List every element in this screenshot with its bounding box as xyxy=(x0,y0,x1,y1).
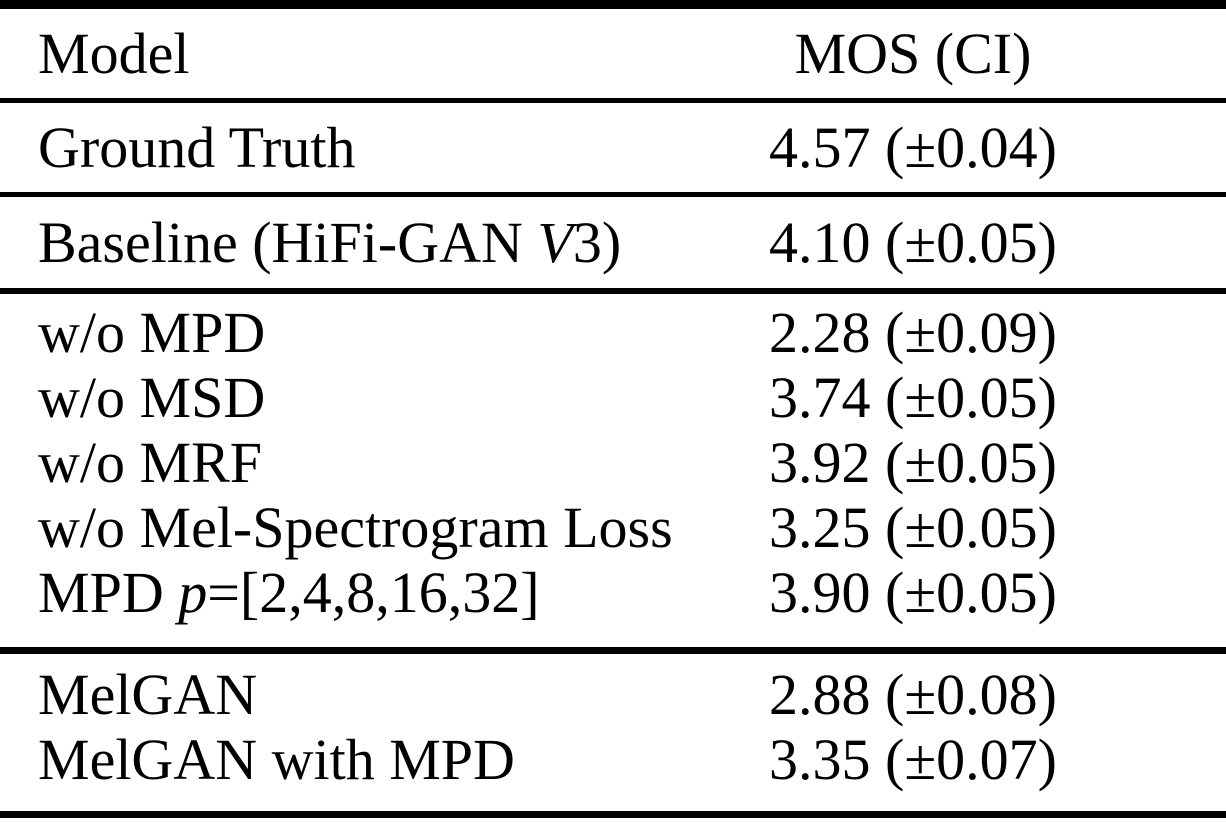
table-row-melgan: MelGAN 2.88 (±0.08) xyxy=(0,662,1226,727)
model-cell: MelGAN with MPD xyxy=(0,727,600,792)
table-row-wo-mrf: w/o MRF 3.92 (±0.05) xyxy=(0,430,1226,495)
model-cell: Ground Truth xyxy=(0,114,600,181)
rule-below-ground-truth xyxy=(0,192,1226,197)
model-cell: MelGAN xyxy=(0,662,600,727)
model-name-suffix: =[2,4,8,16,32] xyxy=(207,560,540,625)
model-name: MelGAN with MPD xyxy=(38,727,515,792)
table-bottom-rule xyxy=(0,811,1226,818)
table-row-mpd-periods: MPD p=[2,4,8,16,32] 3.90 (±0.05) xyxy=(0,560,1226,625)
model-name: Ground Truth xyxy=(38,115,356,180)
model-cell: w/o MRF xyxy=(0,430,600,495)
melgan-section: MelGAN 2.88 (±0.08) MelGAN with MPD 3.35… xyxy=(0,654,1226,811)
mos-value: 3.35 (±0.07) xyxy=(769,727,1057,792)
table-row-melgan-with-mpd: MelGAN with MPD 3.35 (±0.07) xyxy=(0,727,1226,792)
mos-value: 2.88 (±0.08) xyxy=(769,662,1057,727)
mos-value: 3.92 (±0.05) xyxy=(769,430,1057,495)
model-cell: w/o MPD xyxy=(0,300,600,365)
table-row-ground-truth: Ground Truth 4.57 (±0.04) xyxy=(0,103,1226,192)
table-row-baseline: Baseline (HiFi-GAN V3) 4.10 (±0.05) xyxy=(0,197,1226,288)
rule-below-baseline xyxy=(0,288,1226,294)
mos-value: 3.90 (±0.05) xyxy=(769,560,1057,625)
table-row-wo-msd: w/o MSD 3.74 (±0.05) xyxy=(0,365,1226,430)
mos-value: 2.28 (±0.09) xyxy=(769,300,1057,365)
mos-value: 3.74 (±0.05) xyxy=(769,365,1057,430)
model-cell: Baseline (HiFi-GAN V3) xyxy=(0,209,621,276)
model-name: w/o MRF xyxy=(38,430,263,495)
model-name: w/o MSD xyxy=(38,365,266,430)
model-name-math: p xyxy=(178,560,208,625)
model-cell: w/o Mel-Spectrogram Loss xyxy=(0,495,673,560)
table-header-row: Model MOS (CI) xyxy=(0,9,1226,98)
model-name: MPD xyxy=(38,560,179,625)
rule-below-header xyxy=(0,98,1226,103)
ablation-section: w/o MPD 2.28 (±0.09) w/o MSD 3.74 (±0.05… xyxy=(0,294,1226,647)
model-cell: MPD p=[2,4,8,16,32] xyxy=(0,560,600,625)
mos-value: 3.25 (±0.05) xyxy=(769,495,1057,560)
mos-value: 4.10 (±0.05) xyxy=(769,210,1057,275)
model-name-suffix: 3) xyxy=(572,210,622,275)
model-name: MelGAN xyxy=(38,662,258,727)
table-top-rule xyxy=(0,0,1226,9)
model-name-math: V xyxy=(537,210,573,275)
column-header-model: Model xyxy=(38,21,190,86)
mos-value: 4.57 (±0.04) xyxy=(769,115,1057,180)
table-row-wo-mel-loss: w/o Mel-Spectrogram Loss 3.25 (±0.05) xyxy=(0,495,1226,560)
model-name: w/o Mel-Spectrogram Loss xyxy=(38,495,673,560)
column-header-mos: MOS (CI) xyxy=(794,21,1032,86)
table-row-wo-mpd: w/o MPD 2.28 (±0.09) xyxy=(0,300,1226,365)
model-cell: w/o MSD xyxy=(0,365,600,430)
model-name: w/o MPD xyxy=(38,300,266,365)
rule-below-ablation xyxy=(0,647,1226,654)
model-name: Baseline (HiFi-GAN xyxy=(38,210,538,275)
